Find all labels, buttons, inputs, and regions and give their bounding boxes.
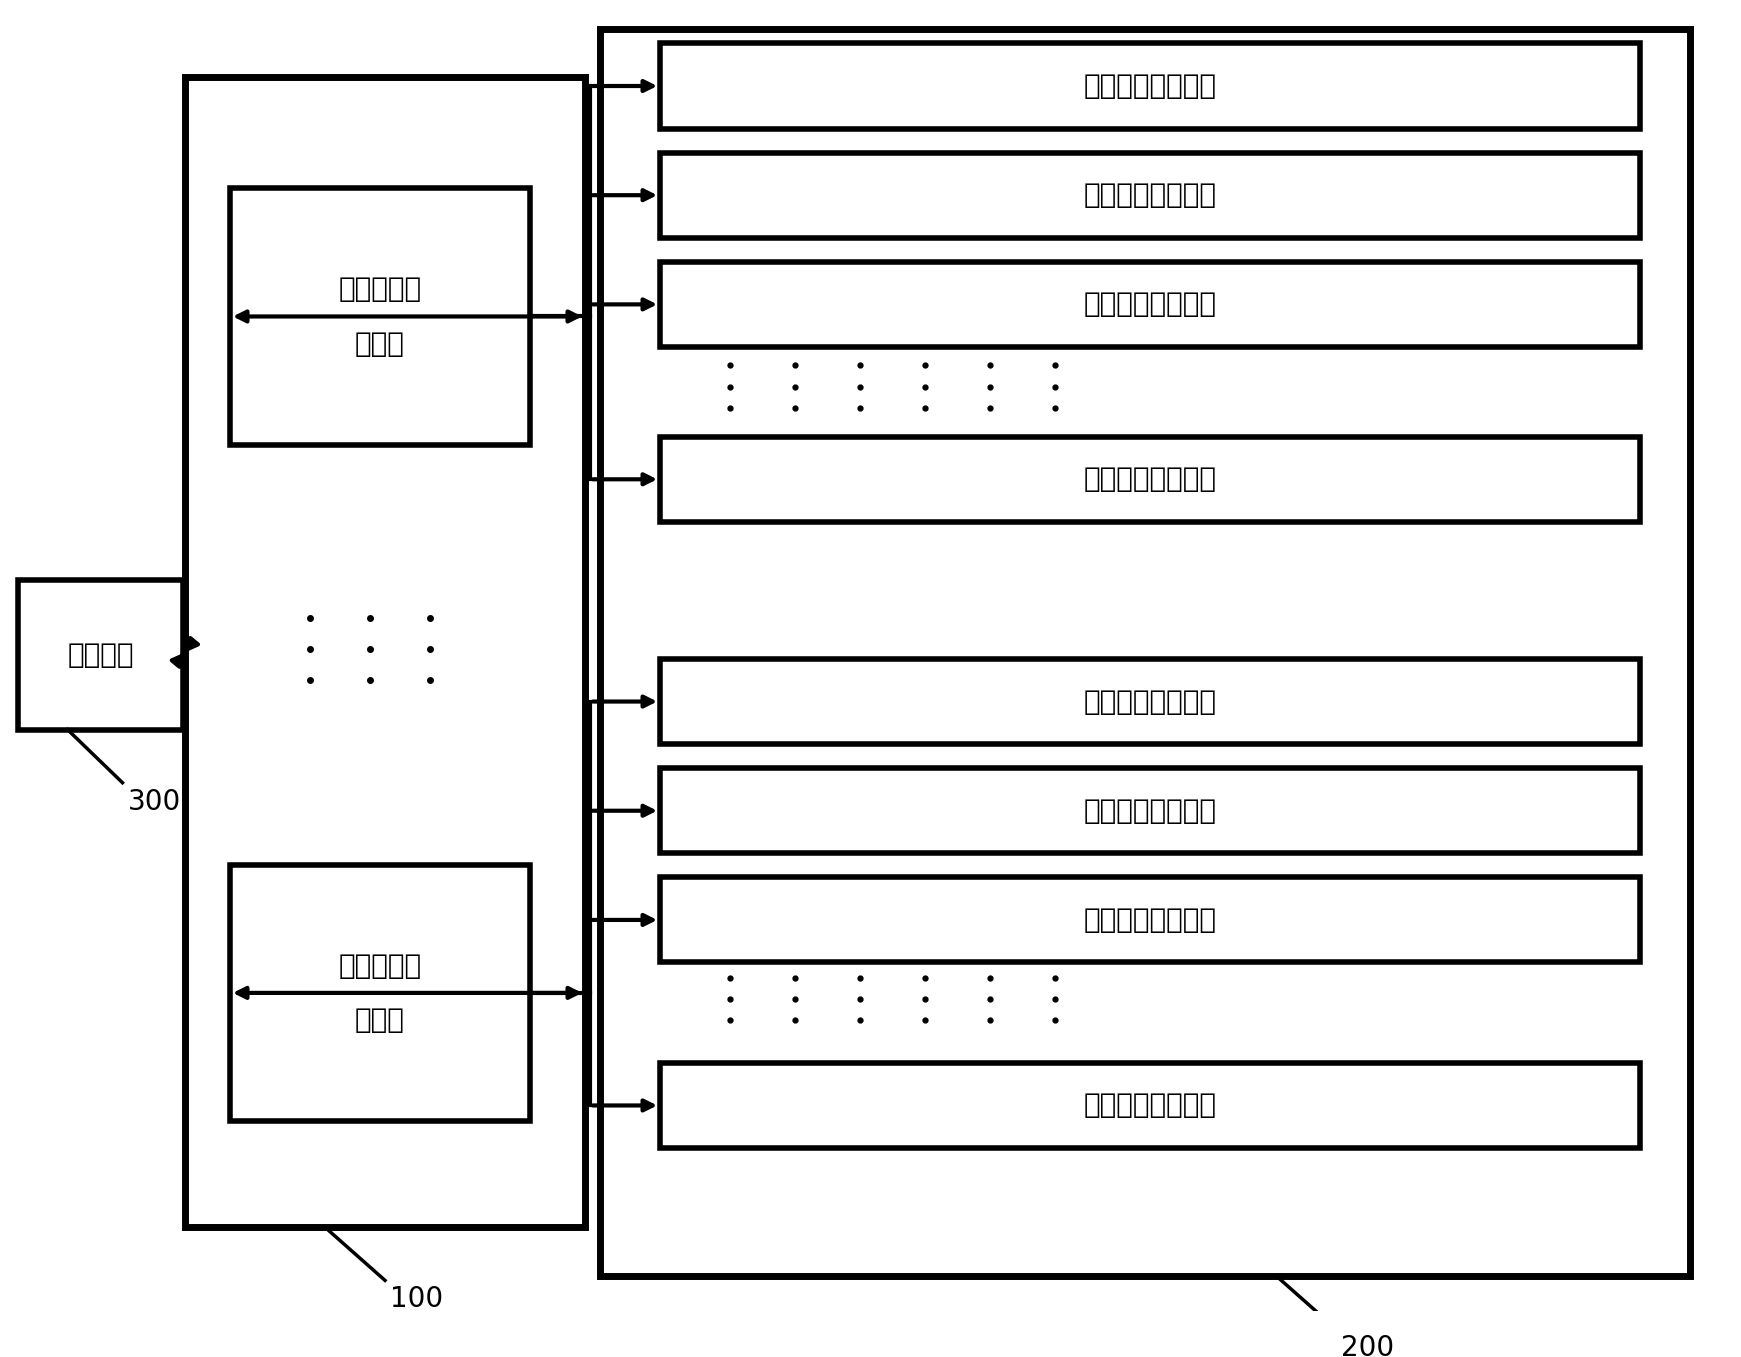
Bar <box>660 262 1640 347</box>
Text: 精细滴灸控制节点: 精细滴灸控制节点 <box>1083 906 1217 934</box>
Bar <box>17 579 183 730</box>
Bar <box>230 189 529 445</box>
Text: 200: 200 <box>1341 1334 1395 1357</box>
Bar <box>660 878 1640 962</box>
Text: 100: 100 <box>390 1285 444 1314</box>
Text: 土壤墧情监: 土壤墧情监 <box>338 275 421 304</box>
Text: 土壤墧情监: 土壤墧情监 <box>338 951 421 980</box>
Text: 精细滴灸控制节点: 精细滴灸控制节点 <box>1083 465 1217 494</box>
Text: 精细滴灸控制节点: 精细滴灸控制节点 <box>1083 1091 1217 1120</box>
Bar <box>230 864 529 1121</box>
Text: 测节点: 测节点 <box>355 1006 406 1034</box>
Text: 精细滴灸控制节点: 精细滴灸控制节点 <box>1083 72 1217 100</box>
Text: 300: 300 <box>127 787 181 816</box>
Bar <box>185 77 585 1227</box>
Bar <box>660 1063 1640 1148</box>
Bar <box>660 43 1640 129</box>
Text: 精细滴灸控制节点: 精细滴灸控制节点 <box>1083 797 1217 825</box>
Text: 精细滴灸控制节点: 精细滴灸控制节点 <box>1083 290 1217 319</box>
Text: 精细滴灸控制节点: 精细滴灸控制节点 <box>1083 182 1217 209</box>
Text: 簇首节点: 簇首节点 <box>68 641 134 669</box>
Bar <box>660 437 1640 522</box>
Text: 精细滴灸控制节点: 精细滴灸控制节点 <box>1083 688 1217 715</box>
Bar <box>660 660 1640 744</box>
Bar <box>601 28 1691 1276</box>
Bar <box>660 153 1640 237</box>
Text: 测节点: 测节点 <box>355 330 406 357</box>
Bar <box>660 768 1640 854</box>
